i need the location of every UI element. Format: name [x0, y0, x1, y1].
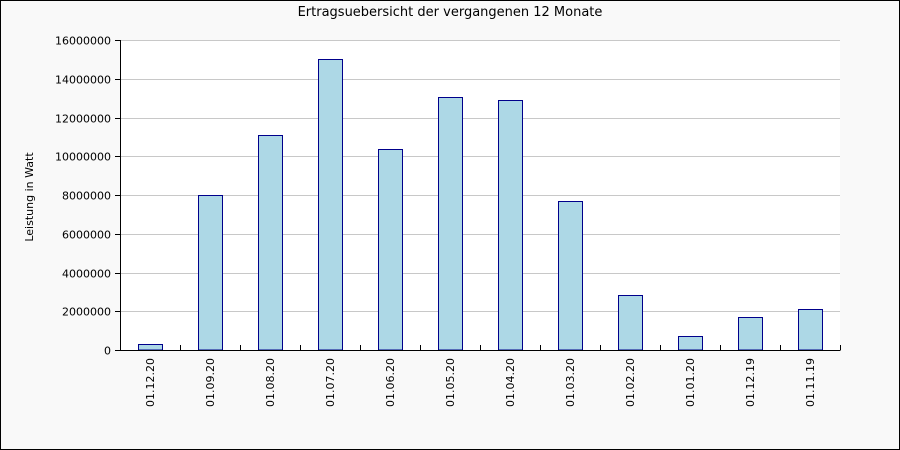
bar-01.02.20: [618, 295, 643, 351]
grid-lines: [120, 40, 840, 312]
x-tick-label: 01.09.20: [204, 358, 217, 407]
y-tick-label: 14000000: [55, 74, 111, 87]
axes: [115, 40, 841, 351]
y-tick-label: 0: [104, 345, 111, 358]
x-tick-label: 01.04.20: [504, 358, 517, 407]
y-tick-label: 6000000: [62, 229, 111, 242]
x-tick-label: 01.08.20: [264, 358, 277, 407]
y-tick-label: 10000000: [55, 151, 111, 164]
chart-title: Ertragsuebersicht der vergangenen 12 Mon…: [298, 5, 603, 20]
y-tick-label: 4000000: [62, 268, 111, 281]
x-tick-label: 01.01.20: [684, 358, 697, 407]
x-tick-labels: 01.12.20 01.09.20 01.08.20 01.07.20 01.06.20…: [144, 358, 817, 407]
bar-01.03.20: [558, 201, 583, 351]
x-tick-label: 01.05.20: [444, 358, 457, 407]
bar-01.11.19: [798, 309, 823, 351]
bar-01.06.20: [378, 149, 403, 351]
x-tick-label: 01.11.19: [804, 358, 817, 407]
bar-01.01.20: [678, 336, 703, 351]
y-tick-label: 2000000: [62, 306, 111, 319]
y-tick-label: 8000000: [62, 190, 111, 203]
x-tick-label: 01.12.19: [744, 358, 757, 407]
bar-01.12.19: [738, 317, 763, 351]
y-tick-label: 16000000: [55, 35, 111, 48]
bars: [138, 59, 823, 351]
y-tick-label: 12000000: [55, 113, 111, 126]
bar-01.09.20: [198, 195, 223, 351]
x-tick-label: 01.03.20: [564, 358, 577, 407]
y-axis-title: Leistung in Watt: [23, 152, 36, 242]
bar-01.04.20: [498, 100, 523, 351]
bar-01.08.20: [258, 135, 283, 351]
x-tick-label: 01.12.20: [144, 358, 157, 407]
x-tick-label: 01.02.20: [624, 358, 637, 407]
bar-01.07.20: [318, 59, 343, 351]
y-tick-labels: 0 2000000 4000000 6000000 8000000 10000000 120…: [55, 35, 111, 358]
bar-01.05.20: [438, 97, 463, 351]
x-tick-label: 01.07.20: [324, 358, 337, 407]
bar-01.12.20: [138, 344, 163, 351]
x-tick-label: 01.06.20: [384, 358, 397, 407]
